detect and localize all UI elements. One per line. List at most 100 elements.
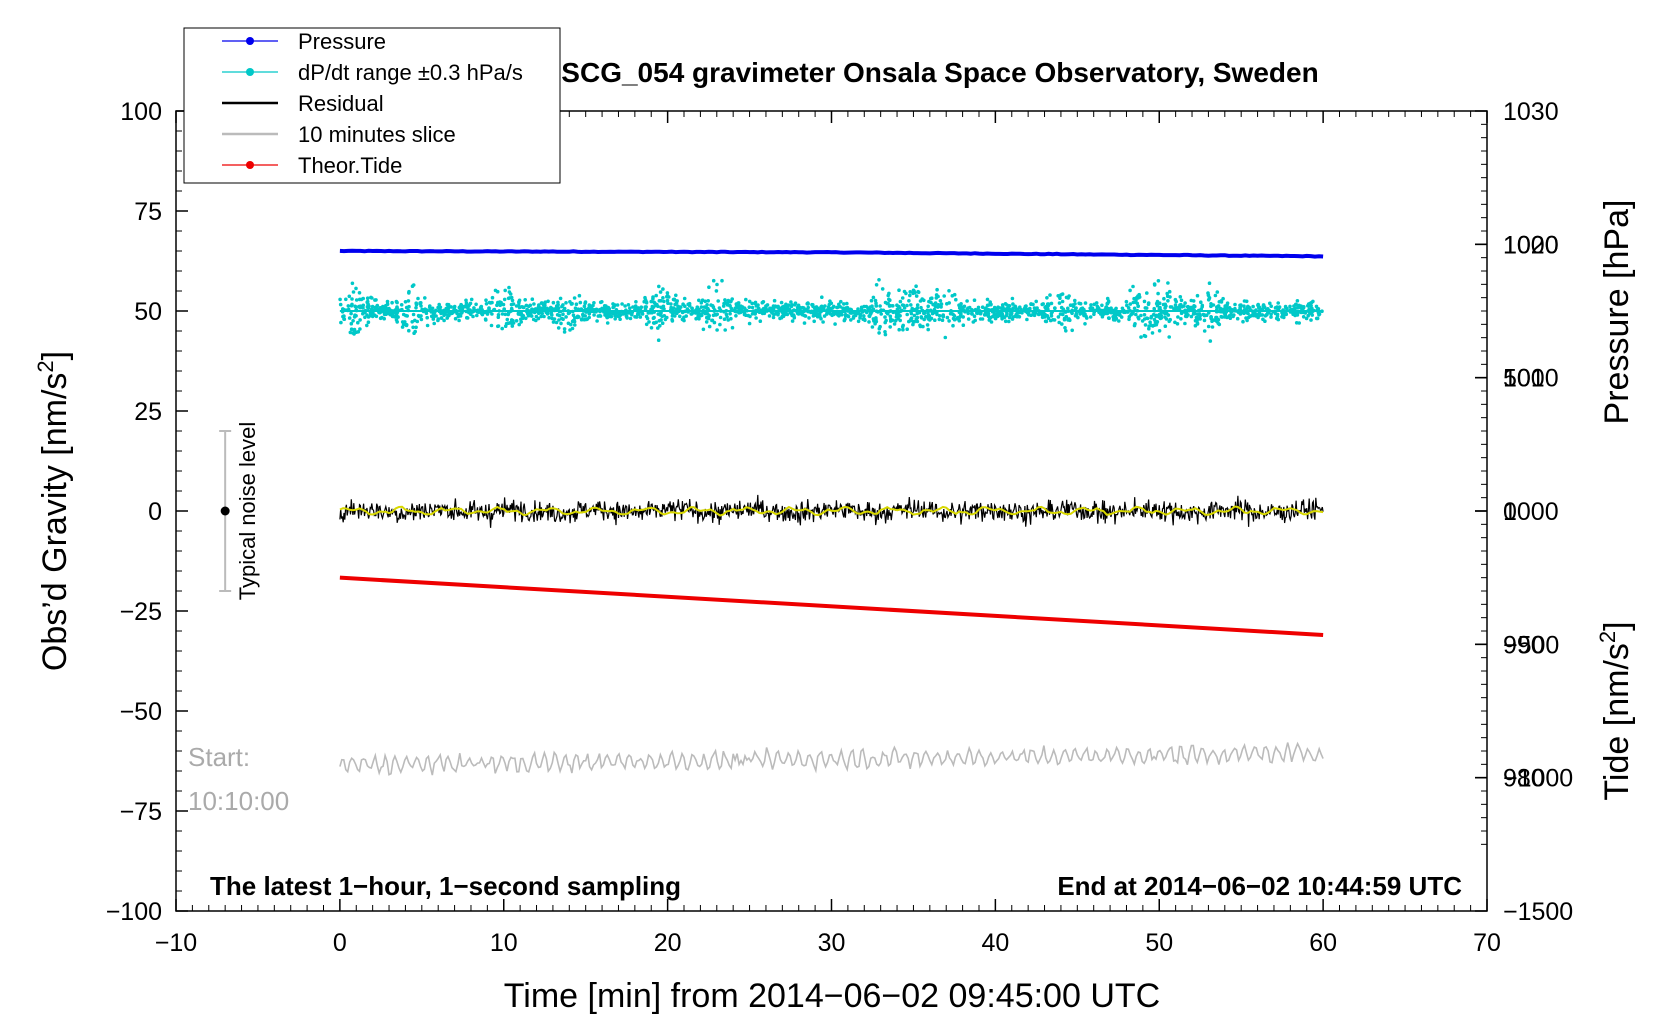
dpdt-point bbox=[1268, 301, 1272, 306]
dpdt-point bbox=[351, 331, 355, 335]
dpdt-point bbox=[908, 293, 912, 298]
dpdt-point bbox=[349, 311, 353, 316]
dpdt-point bbox=[1231, 314, 1235, 319]
dpdt-point bbox=[803, 314, 808, 318]
dpdt-point bbox=[791, 313, 796, 317]
dpdt-point bbox=[350, 281, 355, 286]
noise-level-bar: Typical noise level bbox=[219, 422, 260, 600]
dpdt-point bbox=[1084, 314, 1088, 319]
x-tick-label: 0 bbox=[333, 929, 347, 957]
dpdt-point bbox=[820, 295, 824, 300]
dpdt-point bbox=[856, 319, 861, 324]
dpdt-point bbox=[1159, 316, 1164, 320]
dpdt-point bbox=[657, 299, 662, 303]
dpdt-point bbox=[855, 311, 859, 316]
dpdt-point bbox=[897, 327, 901, 332]
dpdt-point bbox=[724, 312, 729, 317]
dpdt-point bbox=[1247, 305, 1252, 310]
y-tick-label: −25 bbox=[120, 598, 162, 626]
dpdt-point bbox=[1155, 303, 1160, 308]
dpdt-point bbox=[401, 312, 406, 317]
dpdt-point bbox=[922, 311, 927, 315]
dpdt-point bbox=[961, 315, 965, 319]
dpdt-point bbox=[756, 306, 761, 311]
dpdt-point bbox=[365, 323, 369, 328]
dpdt-point bbox=[1183, 314, 1188, 319]
dpdt-point bbox=[919, 316, 924, 320]
dpdt-point bbox=[674, 301, 679, 305]
dpdt-point bbox=[354, 298, 359, 302]
dpdt-point bbox=[1092, 312, 1096, 317]
dpdt-point bbox=[543, 300, 548, 305]
dpdt-point bbox=[524, 316, 528, 321]
dpdt-point bbox=[1165, 311, 1169, 316]
ten-minute-slice-series bbox=[339, 741, 1324, 776]
dpdt-point bbox=[807, 316, 811, 320]
dpdt-point bbox=[1106, 300, 1111, 304]
dpdt-point bbox=[1209, 304, 1213, 309]
dpdt-point bbox=[828, 299, 832, 304]
dpdt-point bbox=[921, 324, 925, 329]
dpdt-point bbox=[496, 315, 501, 320]
dpdt-point bbox=[495, 289, 500, 294]
dpdt-point bbox=[907, 319, 911, 324]
dpdt-point bbox=[626, 303, 631, 307]
dpdt-point bbox=[699, 305, 704, 309]
dpdt-point bbox=[1031, 313, 1036, 317]
dpdt-point bbox=[915, 303, 920, 307]
dpdt-point bbox=[880, 287, 885, 291]
dpdt-point bbox=[819, 316, 823, 321]
dpdt-point bbox=[524, 303, 529, 308]
dpdt-point bbox=[742, 312, 747, 317]
pressure-tick-label: 980 bbox=[1503, 765, 1545, 793]
dpdt-point bbox=[369, 311, 374, 316]
dpdt-point bbox=[662, 299, 666, 304]
dpdt-point bbox=[1000, 313, 1005, 318]
dpdt-point bbox=[1010, 317, 1015, 321]
dpdt-point bbox=[523, 298, 527, 302]
dpdt-point bbox=[1174, 299, 1178, 304]
dpdt-point bbox=[705, 315, 709, 320]
dpdt-point bbox=[665, 291, 670, 295]
dpdt-point bbox=[484, 298, 488, 303]
dpdt-point bbox=[1207, 281, 1212, 286]
dpdt-point bbox=[1190, 307, 1195, 311]
dpdt-point bbox=[877, 326, 882, 331]
dpdt-point bbox=[602, 304, 607, 308]
dpdt-point bbox=[1198, 316, 1202, 321]
dpdt-point bbox=[1241, 319, 1245, 324]
dpdt-point bbox=[592, 301, 596, 305]
pressure-tick-label: 990 bbox=[1503, 631, 1545, 659]
dpdt-point bbox=[866, 307, 870, 311]
dpdt-point bbox=[1208, 339, 1213, 343]
dpdt-point bbox=[1256, 302, 1260, 307]
dpdt-point bbox=[407, 291, 411, 295]
dpdt-point bbox=[1183, 321, 1187, 326]
dpdt-point bbox=[573, 323, 577, 327]
dpdt-point bbox=[436, 305, 440, 310]
dpdt-point bbox=[344, 297, 348, 302]
dpdt-point bbox=[934, 293, 939, 297]
dpdt-point bbox=[390, 300, 394, 305]
pressure-tick-label: 1020 bbox=[1503, 231, 1559, 259]
dpdt-point bbox=[1173, 303, 1178, 307]
dpdt-point bbox=[1233, 302, 1237, 307]
dpdt-point bbox=[618, 317, 622, 322]
dpdt-point bbox=[1314, 304, 1319, 309]
dpdt-point bbox=[1183, 301, 1187, 305]
dpdt-point bbox=[780, 305, 785, 309]
dpdt-point bbox=[1193, 323, 1198, 328]
dpdt-point bbox=[1207, 296, 1212, 301]
dpdt-point bbox=[707, 285, 711, 290]
dpdt-point bbox=[942, 294, 946, 298]
dpdt-point bbox=[373, 298, 377, 302]
legend-label: dP/dt range ±0.3 hPa/s bbox=[298, 60, 523, 85]
dpdt-point bbox=[1137, 295, 1142, 299]
x-tick-label: 70 bbox=[1473, 929, 1501, 957]
dpdt-point bbox=[728, 311, 732, 316]
dpdt-point bbox=[1061, 312, 1065, 317]
dpdt-point bbox=[859, 307, 864, 311]
dpdt-point bbox=[878, 304, 882, 308]
dpdt-point bbox=[771, 304, 776, 308]
